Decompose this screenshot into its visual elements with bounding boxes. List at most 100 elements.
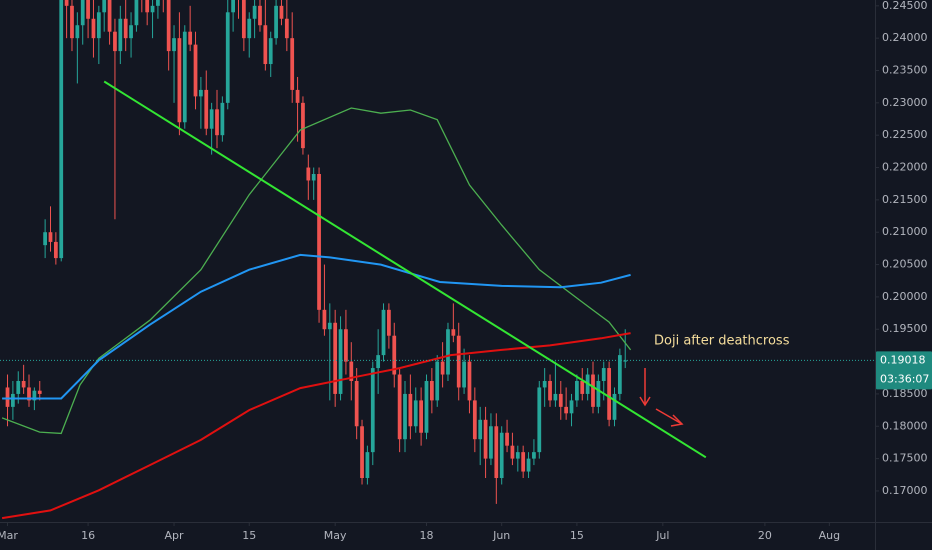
- x-tick-label: Jun: [492, 529, 510, 542]
- candle-body: [53, 241, 58, 259]
- candle-body: [596, 380, 601, 407]
- candle-body: [446, 329, 450, 375]
- candle-body: [199, 89, 203, 97]
- y-tick-label: 0.24500: [882, 0, 928, 12]
- y-tick-label: 0.19500: [882, 322, 928, 335]
- x-tick-label: 15: [570, 529, 584, 542]
- candle-body: [424, 380, 429, 433]
- candle-body: [118, 18, 123, 52]
- candle-body: [268, 38, 273, 65]
- candle-body: [612, 393, 617, 420]
- candle-body: [263, 25, 268, 65]
- candle-body: [172, 38, 176, 52]
- candle-body: [370, 368, 375, 453]
- candle-body: [462, 361, 466, 388]
- candle-body: [333, 322, 338, 394]
- candle-body: [499, 432, 504, 479]
- candle-body: [37, 390, 42, 394]
- candle-body: [580, 380, 585, 394]
- candle-body: [478, 419, 483, 440]
- candle-body: [397, 374, 402, 440]
- moving-average: [1, 332, 631, 520]
- candle-body: [435, 361, 440, 401]
- candle-body: [553, 393, 558, 401]
- y-tick-label: 0.24000: [882, 31, 928, 44]
- candle-body: [419, 400, 423, 433]
- x-tick-label: 16: [81, 529, 95, 542]
- candle-body: [489, 426, 493, 459]
- candle-body: [220, 102, 225, 136]
- x-tick-label: 20: [758, 529, 772, 542]
- candle-body: [258, 5, 262, 26]
- candle-body: [107, 0, 112, 32]
- candle-body: [360, 426, 364, 479]
- candle-body: [188, 31, 193, 45]
- candle-body: [295, 89, 300, 103]
- candle-body: [392, 335, 397, 375]
- candle-body: [209, 109, 214, 129]
- candle-body: [150, 5, 155, 13]
- moving-average: [1, 107, 632, 435]
- x-tick-label: Apr: [165, 529, 185, 542]
- candle-body: [225, 12, 230, 103]
- candle-body: [21, 380, 26, 388]
- candle-body: [16, 380, 21, 394]
- candle-body: [510, 445, 515, 459]
- trendline: [103, 80, 707, 459]
- x-tick-label: May: [324, 529, 347, 542]
- candle-body: [456, 335, 461, 388]
- candle-body: [317, 174, 321, 310]
- moving-average: [2, 253, 631, 400]
- y-tick-label: 0.23000: [882, 96, 928, 109]
- candle-body: [279, 5, 284, 19]
- y-tick-label: 0.22500: [882, 128, 928, 141]
- candle-body: [429, 380, 434, 401]
- candle-body: [483, 419, 488, 459]
- candle-body: [204, 89, 209, 129]
- candle-body: [290, 38, 295, 90]
- candle-body: [338, 329, 343, 394]
- candle-body: [542, 380, 547, 388]
- candle-body: [537, 387, 542, 453]
- y-tick-label: 0.18500: [882, 387, 928, 400]
- candle-body: [494, 426, 499, 479]
- candle-body: [86, 0, 90, 19]
- candle-body: [64, 0, 69, 6]
- y-tick-label: 0.20000: [882, 290, 928, 303]
- y-tick-label: 0.18000: [882, 419, 928, 432]
- arrow-head: [670, 414, 684, 427]
- candle-body: [569, 400, 574, 414]
- candle-body: [231, 0, 235, 13]
- x-tick-label: 18: [419, 529, 433, 542]
- candle-body: [80, 0, 85, 26]
- candle-body: [575, 380, 579, 401]
- candle-body: [59, 0, 64, 259]
- candle-body: [344, 329, 348, 362]
- candle-body: [156, 0, 160, 6]
- candle-body: [5, 387, 10, 407]
- candle-body: [306, 167, 311, 181]
- x-tick-label: Aug: [819, 529, 840, 542]
- y-tick-label: 0.20500: [882, 258, 928, 271]
- candle-body: [521, 452, 526, 472]
- candle-body: [403, 393, 407, 440]
- candle-body: [408, 393, 413, 427]
- candle-body: [327, 322, 332, 330]
- y-tick-label: 0.23500: [882, 64, 928, 77]
- last-price-box: [876, 351, 932, 390]
- y-tick-label: 0.17000: [882, 484, 928, 497]
- candle-body: [451, 329, 456, 336]
- candle-body: [252, 5, 257, 19]
- candle-body: [440, 361, 445, 375]
- candle-body: [241, 0, 246, 39]
- candle-body: [43, 232, 47, 246]
- candle-body: [526, 458, 531, 472]
- candle-body: [617, 355, 622, 394]
- x-tick-label: Mar: [0, 529, 18, 542]
- arrow-right: [655, 408, 683, 425]
- candle-body: [413, 400, 418, 427]
- candle-body: [193, 44, 198, 97]
- candle-body: [591, 374, 595, 407]
- candle-body: [134, 0, 139, 26]
- candle-body: [311, 174, 316, 181]
